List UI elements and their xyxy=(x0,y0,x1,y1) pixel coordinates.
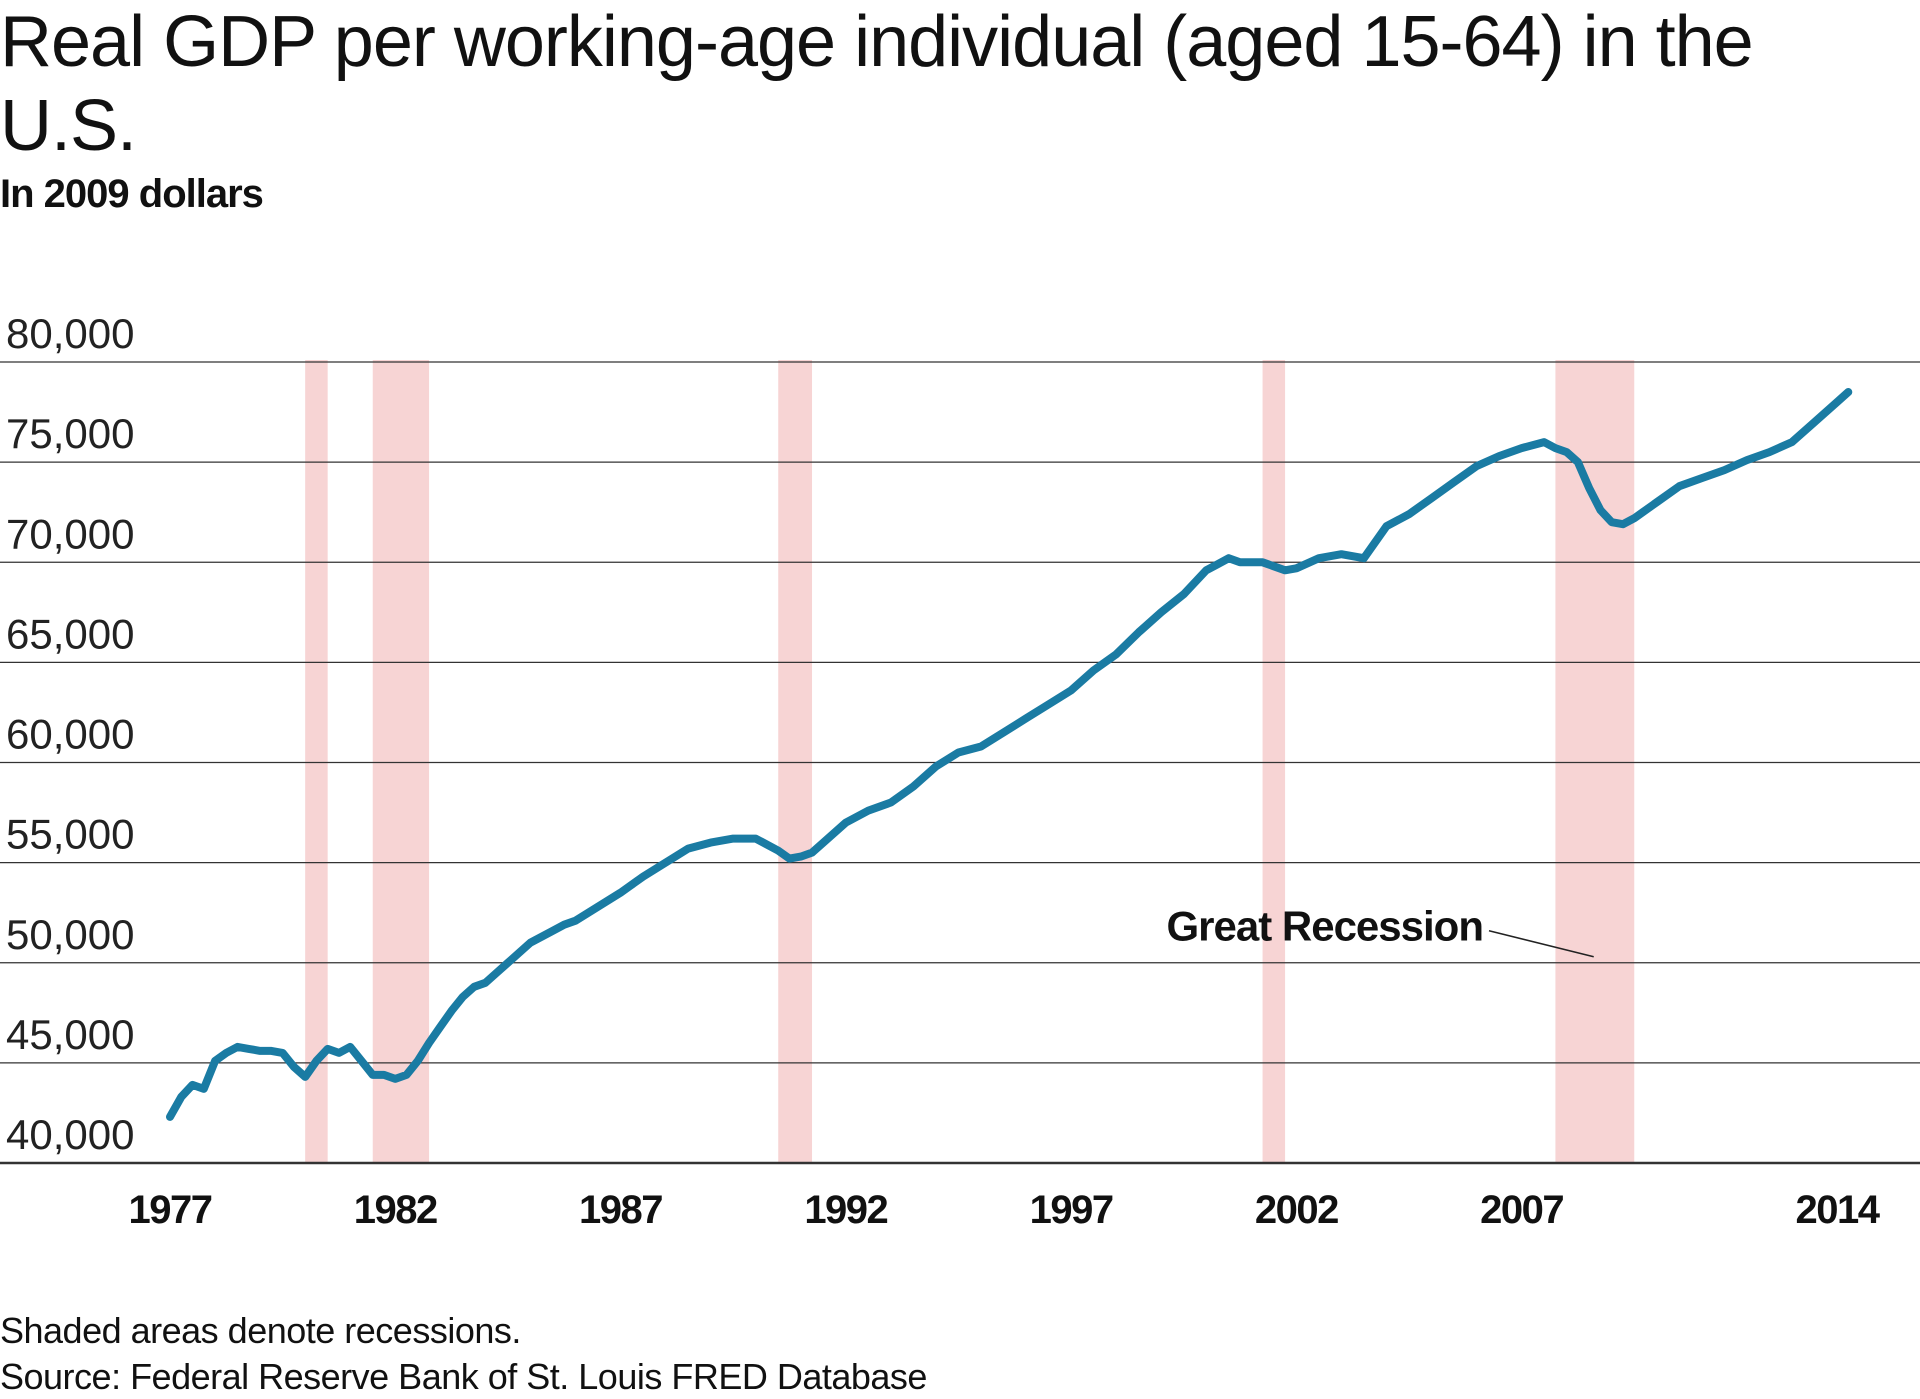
x-tick-label: 2002 xyxy=(1255,1188,1338,1232)
y-tick-label: 60,000 xyxy=(6,711,134,758)
chart-subtitle: In 2009 dollars xyxy=(0,172,264,216)
great-recession-label: Great Recession xyxy=(1167,903,1484,950)
recession-band-3 xyxy=(1262,360,1286,1163)
y-tick-label: 75,000 xyxy=(6,410,134,457)
recession-band-0 xyxy=(305,360,328,1163)
x-tick-label: 1987 xyxy=(579,1188,662,1232)
source-footnote: Source: Federal Reserve Bank of St. Loui… xyxy=(0,1356,927,1397)
y-tick-label: 40,000 xyxy=(6,1111,134,1158)
x-tick-label: 2007 xyxy=(1480,1188,1563,1232)
x-axis-ticks: 1977 1982 1987 1992 1997 2002 2007 2014 xyxy=(129,1188,1883,1232)
x-tick-label: 1982 xyxy=(354,1188,437,1232)
y-tick-label: 80,000 xyxy=(6,310,134,357)
gdp-line-chart: 40,000 45,000 50,000 55,000 60,000 65,000 70,0… xyxy=(0,310,1920,1232)
y-tick-label: 50,000 xyxy=(6,911,134,958)
recession-band-1 xyxy=(372,360,430,1163)
y-tick-label: 65,000 xyxy=(6,610,134,657)
recession-shading xyxy=(305,360,1635,1163)
recession-footnote: Shaded areas denote recessions. xyxy=(0,1310,521,1351)
recession-band-2 xyxy=(778,360,813,1163)
y-tick-label: 55,000 xyxy=(6,811,134,858)
gdp-line xyxy=(166,388,1853,1121)
x-tick-label: 1977 xyxy=(129,1188,212,1232)
gdp-series xyxy=(166,388,1853,1121)
y-tick-label: 70,000 xyxy=(6,510,134,557)
chart-title: Real GDP per working-age individual (age… xyxy=(0,2,1754,166)
annotations: Great Recession xyxy=(1167,903,1594,958)
y-axis-ticks: 40,000 45,000 50,000 55,000 60,000 65,000 70,0… xyxy=(6,310,134,1158)
recession-band-4 xyxy=(1555,360,1635,1163)
x-tick-label: 1992 xyxy=(804,1188,887,1232)
x-tick-label: 2014 xyxy=(1796,1188,1881,1232)
y-tick-label: 45,000 xyxy=(6,1011,134,1058)
x-tick-label: 1997 xyxy=(1030,1188,1113,1232)
great-recession-leader xyxy=(1488,929,1594,958)
